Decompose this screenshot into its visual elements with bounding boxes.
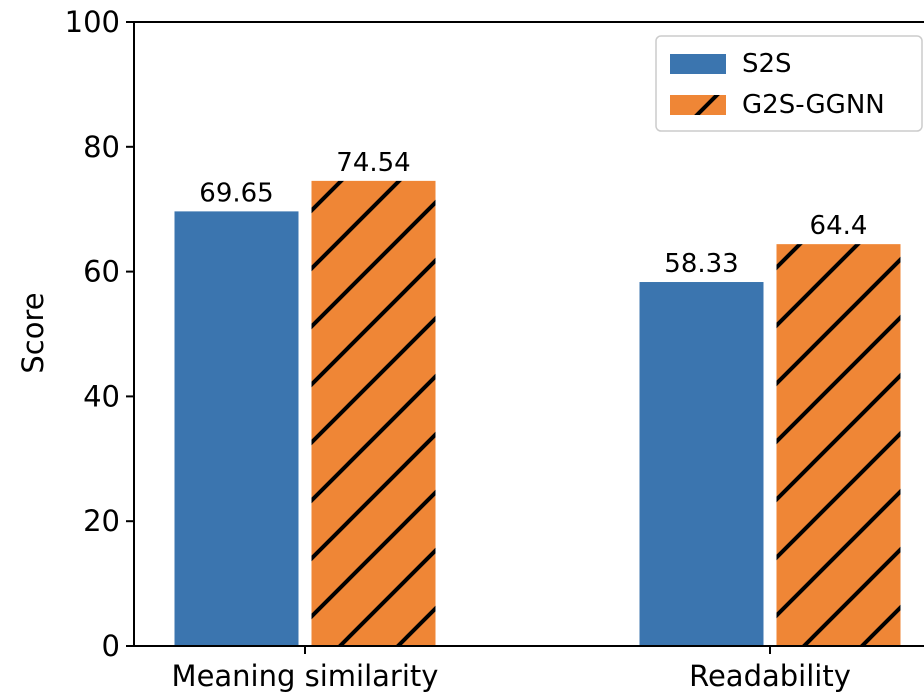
bars: [174, 180, 901, 647]
bar-g2s-ggnn-readability: [776, 244, 901, 647]
y-tick-label: 20: [83, 504, 120, 538]
x-ticks: Meaning similarity Readability: [172, 646, 851, 693]
y-tick-label: 100: [65, 5, 120, 39]
legend-swatch-s2s: [670, 54, 726, 74]
bar-s2s-readability: [639, 282, 764, 646]
value-label: 74.54: [336, 148, 410, 178]
legend: S2S G2S-GGNN: [655, 35, 923, 132]
value-label: 69.65: [199, 178, 273, 208]
y-tick-label: 80: [83, 130, 120, 164]
x-tick-label: Meaning similarity: [172, 659, 439, 693]
y-tick-label: 60: [83, 255, 120, 289]
y-ticks: 0 20 40 60 80 100: [65, 5, 134, 663]
y-tick-label: 40: [83, 379, 120, 413]
plot-area: 69.65 74.54 58.33 64.4 0 20 40 60 80 100 Meaning…: [16, 5, 924, 693]
value-labels: 69.65 74.54 58.33 64.4: [199, 148, 867, 279]
axes: [133, 21, 924, 647]
legend-label: G2S-GGNN: [742, 90, 885, 120]
y-axis-label: Score: [16, 292, 50, 373]
bar-g2s-ggnn-meaning-similarity: [311, 180, 436, 646]
legend-swatch-g2s-ggnn: [670, 95, 726, 115]
x-tick-label: Readability: [689, 659, 851, 693]
bar-s2s-meaning-similarity: [174, 211, 299, 646]
legend-label: S2S: [742, 49, 792, 79]
value-label: 64.4: [810, 211, 868, 241]
value-label: 58.33: [664, 249, 738, 279]
y-tick-label: 0: [102, 629, 120, 663]
